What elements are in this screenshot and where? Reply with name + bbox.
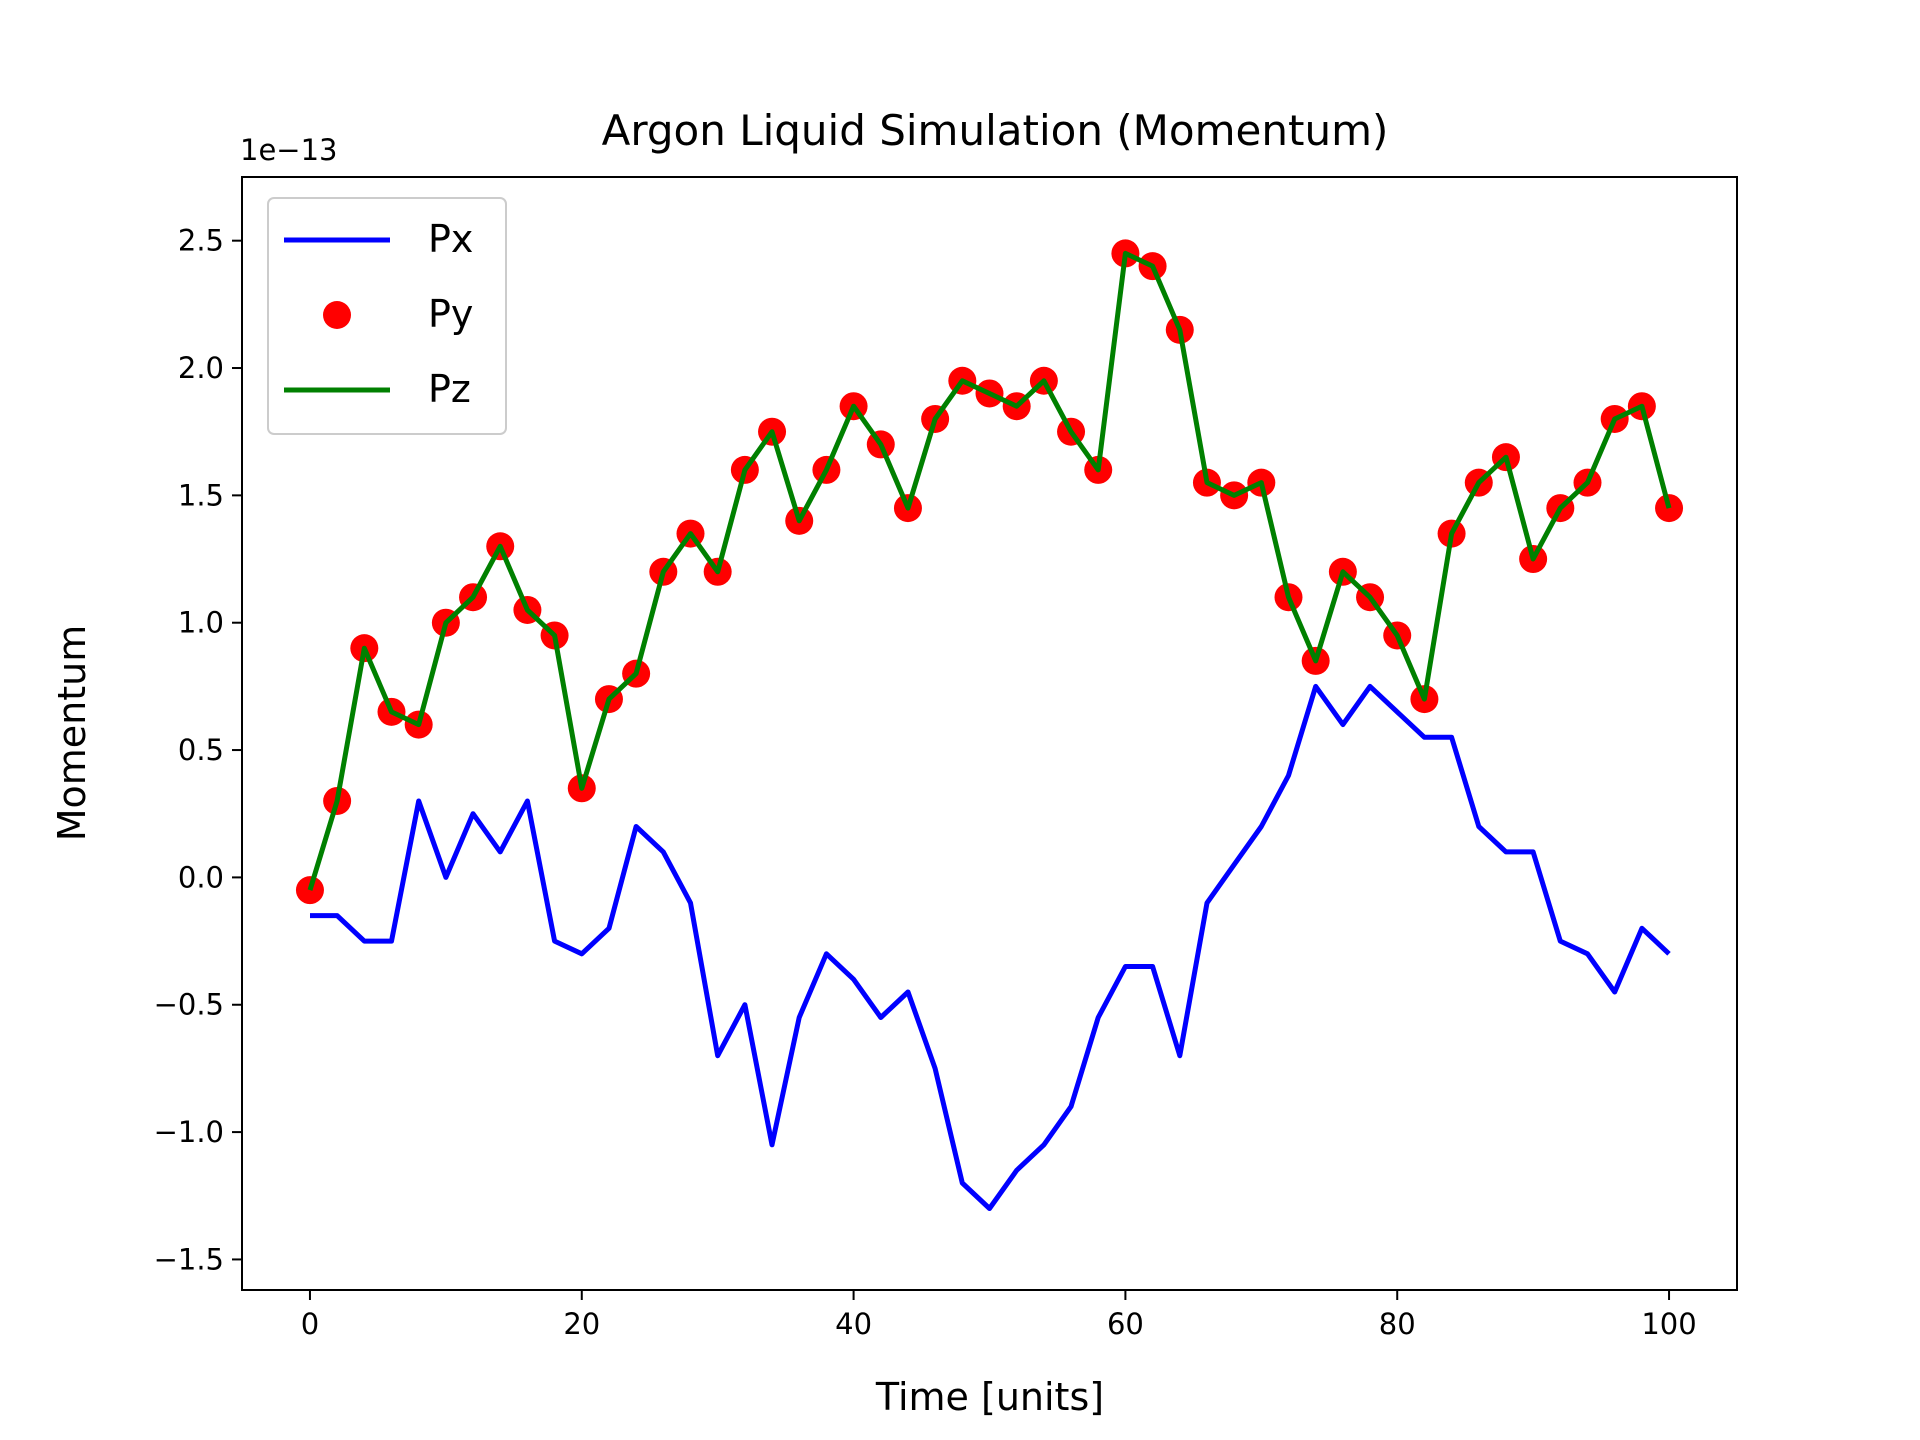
x-tick-label: 100: [1641, 1307, 1696, 1341]
plot-frame: [241, 176, 1738, 1291]
y-tick-label: −1.5: [154, 1242, 224, 1276]
series-pz-line: [307, 250, 1672, 891]
x-tick-label: 80: [1379, 1307, 1416, 1341]
y-tick-label: 0.0: [178, 860, 224, 894]
x-axis: 0 20 40 60 80 100: [301, 1290, 1697, 1341]
y-tick-label: 2.0: [178, 351, 224, 385]
x-tick-label: 40: [835, 1307, 872, 1341]
x-tick-label: 60: [1107, 1307, 1144, 1341]
y-axis: −1.5 −1.0 −0.5 0.0 0.5 1.0 1.5 2.0 2.5: [154, 224, 242, 1276]
y-tick-label: 0.5: [178, 733, 224, 767]
y-tick-label: 2.5: [178, 224, 224, 258]
legend-py-label: Py: [428, 292, 473, 336]
x-tick-label: 0: [301, 1307, 319, 1341]
legend-py-swatch: [323, 301, 351, 329]
x-tick-label: 20: [563, 1307, 600, 1341]
y-tick-label: −0.5: [154, 988, 224, 1022]
legend-box: [267, 197, 507, 435]
chart-title: Argon Liquid Simulation (Momentum): [602, 106, 1389, 155]
legend: Px Py Pz: [267, 197, 507, 435]
series-layer: [295, 239, 1684, 1211]
x-axis-label: Time [units]: [875, 1375, 1104, 1419]
y-axis-label: Momentum: [50, 625, 94, 842]
series-py-point: [1655, 494, 1684, 523]
legend-px-label: Px: [428, 217, 473, 261]
series-py-point: [295, 876, 324, 905]
y-tick-label: 1.5: [178, 478, 224, 512]
legend-pz-label: Pz: [428, 367, 471, 411]
y-offset-label: 1e−13: [240, 133, 338, 167]
y-tick-label: 1.0: [178, 606, 224, 640]
series-px-line: [310, 683, 1671, 1211]
y-tick-label: −1.0: [154, 1115, 224, 1149]
